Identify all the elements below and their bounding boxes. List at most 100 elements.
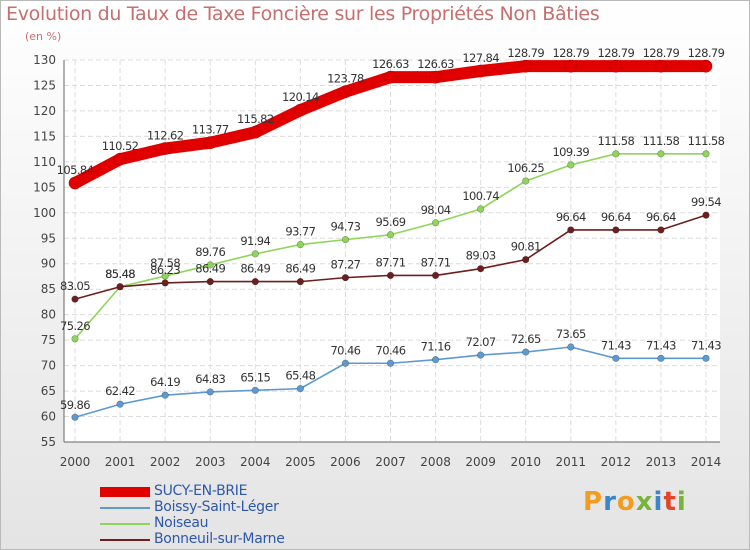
chart-title: Evolution du Taux de Taxe Foncière sur l…: [6, 3, 600, 25]
legend-label: Boissy-Saint-Léger: [154, 499, 279, 515]
x-tick-label: 2007: [375, 455, 406, 469]
y-tick-label: 115: [33, 129, 56, 143]
data-label: 85.48: [105, 267, 135, 281]
x-tick-label: 2014: [691, 455, 722, 469]
y-tick-label: 55: [41, 435, 56, 449]
data-point: [341, 274, 350, 282]
data-label: 96.64: [556, 210, 586, 224]
data-point: [702, 211, 710, 219]
y-tick-label: 85: [41, 282, 56, 296]
data-label: 128.79: [507, 46, 544, 60]
data-point: [71, 413, 79, 421]
logo-letter: i: [653, 487, 664, 517]
data-label: 111.58: [598, 134, 635, 148]
data-label: 105.84: [57, 163, 94, 177]
logo-letter: x: [635, 487, 654, 517]
data-label: 126.63: [417, 57, 454, 71]
legend-swatch: [100, 523, 150, 525]
data-label: 127.84: [462, 51, 499, 65]
x-tick-label: 2013: [646, 455, 677, 469]
data-point: [702, 150, 710, 158]
data-label: 96.64: [646, 210, 676, 224]
legend-swatch: [100, 487, 150, 497]
data-point: [251, 278, 259, 286]
x-tick-label: 2012: [601, 455, 632, 469]
data-point: [296, 278, 304, 286]
data-point: [71, 295, 79, 303]
y-tick-label: 90: [41, 257, 56, 271]
data-point: [294, 103, 307, 117]
data-point: [612, 150, 620, 158]
data-point: [206, 278, 214, 286]
data-point: [161, 279, 169, 287]
data-label: 98.04: [421, 203, 451, 217]
data-point: [296, 240, 304, 249]
data-label: 87.27: [330, 258, 360, 272]
x-tick-label: 2004: [240, 455, 271, 469]
data-point: [113, 152, 127, 166]
data-point: [203, 136, 217, 149]
x-tick-label: 2009: [465, 455, 496, 469]
data-point: [386, 359, 395, 367]
data-label: 115.82: [237, 112, 274, 126]
legend-label: SUCY-EN-BRIE: [154, 483, 248, 499]
data-point: [609, 59, 623, 73]
data-point: [477, 205, 485, 213]
y-tick-label: 95: [41, 231, 56, 245]
y-tick-label: 80: [41, 308, 56, 322]
x-tick-label: 2000: [60, 455, 91, 469]
data-point: [384, 70, 397, 84]
data-label: 72.07: [466, 335, 496, 349]
y-tick-label: 110: [33, 155, 56, 169]
x-tick-label: 2002: [150, 455, 181, 469]
legend-swatch: [100, 507, 150, 509]
proxiti-logo: Proxiti: [583, 487, 687, 517]
y-tick-label: 75: [41, 333, 56, 347]
data-label: 86.49: [240, 262, 270, 276]
data-point: [431, 271, 440, 279]
data-label: 59.86: [60, 398, 90, 412]
data-label: 96.64: [601, 210, 631, 224]
data-point: [296, 385, 304, 393]
x-tick-label: 2011: [556, 455, 587, 469]
plot-area: [64, 60, 720, 442]
data-point: [522, 348, 530, 356]
x-tick-label: 2010: [510, 455, 541, 469]
data-point: [71, 335, 79, 343]
data-point: [657, 354, 665, 362]
data-label: 111.58: [688, 134, 725, 148]
data-label: 93.77: [285, 225, 315, 239]
data-label: 87.58: [150, 256, 180, 270]
data-label: 71.43: [601, 338, 631, 352]
data-label: 85.48: [105, 267, 135, 281]
data-label: 120.14: [282, 90, 319, 104]
data-point: [158, 142, 172, 155]
data-label: 83.05: [60, 279, 90, 293]
data-label: 89.03: [466, 249, 496, 263]
data-label: 62.42: [105, 384, 135, 398]
data-point: [522, 256, 530, 264]
data-point: [431, 219, 440, 227]
data-label: 128.79: [598, 46, 635, 60]
data-point: [248, 125, 262, 139]
data-point: [116, 283, 124, 291]
data-label: 70.46: [376, 343, 406, 357]
data-label: 128.79: [688, 46, 725, 60]
data-point: [564, 59, 578, 73]
data-label: 126.63: [372, 57, 409, 71]
y-tick-label: 105: [33, 180, 56, 194]
data-label: 113.77: [192, 123, 229, 137]
data-label: 65.15: [240, 370, 270, 384]
data-point: [431, 356, 440, 364]
chart-subtitle: (en %): [25, 30, 62, 43]
logo-letter: t: [663, 487, 677, 517]
data-point: [657, 150, 665, 158]
legend-swatch: [100, 539, 150, 541]
data-label: 87.71: [421, 255, 451, 269]
data-point: [699, 59, 713, 73]
legend-label: Bonneuil-sur-Marne: [154, 531, 285, 547]
data-label: 70.46: [330, 343, 360, 357]
data-point: [116, 400, 124, 408]
data-point: [522, 177, 530, 185]
